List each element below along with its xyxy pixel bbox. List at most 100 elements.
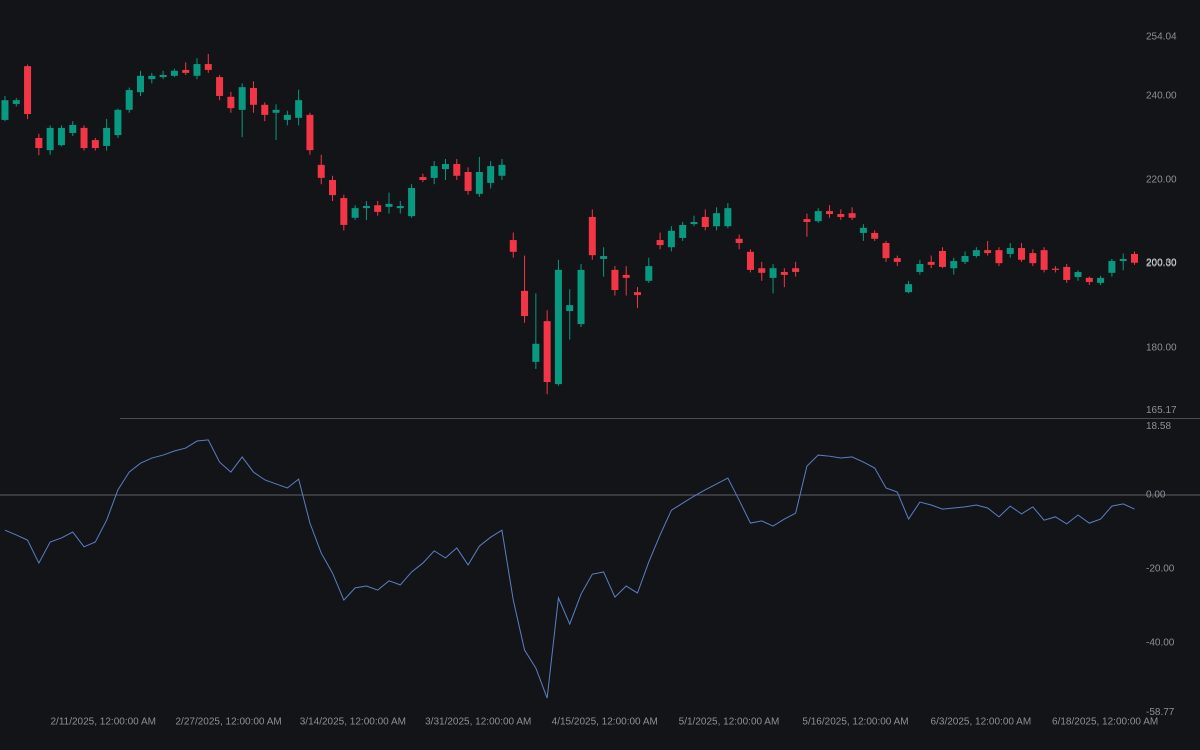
x-tick-label: 3/14/2025, 12:00:00 AM [300, 717, 406, 728]
candle-body [1119, 258, 1127, 262]
candle-body [814, 211, 822, 222]
x-tick-label: 6/3/2025, 12:00:00 AM [931, 717, 1032, 728]
candle-body [351, 208, 359, 218]
candle-body [724, 208, 732, 227]
candle-body [690, 221, 698, 225]
candle-body [634, 292, 641, 296]
candle-body [329, 179, 337, 196]
candle-body [600, 256, 608, 259]
candle-body [362, 206, 370, 209]
candle-body [532, 343, 540, 362]
candle-body [927, 261, 935, 265]
candle-body [826, 211, 834, 215]
candle-body [1108, 261, 1116, 273]
candle-body [114, 109, 122, 136]
candle-body [769, 268, 777, 278]
candle-body [667, 230, 675, 248]
candle-body [577, 269, 585, 325]
candle-body [396, 206, 404, 209]
candle-body [159, 74, 167, 78]
candle-body [80, 127, 88, 149]
y-tick-label: 165.17 [1146, 405, 1177, 416]
candle-body [306, 114, 314, 151]
candle-body [182, 69, 190, 73]
candle-body [679, 224, 687, 238]
candle-body [216, 77, 224, 96]
candle-body [430, 166, 438, 178]
candle-body [1063, 266, 1071, 280]
indicator-line [4, 439, 1135, 699]
candle-body [227, 96, 235, 109]
candle-body [1130, 253, 1138, 263]
candle-body [509, 240, 517, 252]
x-tick-label: 4/15/2025, 12:00:00 AM [552, 717, 658, 728]
candle-body [984, 250, 992, 254]
x-tick-label: 2/27/2025, 12:00:00 AM [176, 717, 282, 728]
candle-body [295, 100, 303, 118]
candle-body [566, 305, 574, 312]
candle-body [125, 90, 133, 110]
candle-body [193, 64, 201, 76]
candle-body [204, 64, 212, 70]
candle-body [1006, 248, 1014, 254]
candle-body [91, 140, 99, 149]
candle-body [803, 219, 811, 222]
candle-body [735, 238, 743, 243]
candle-body [1074, 271, 1082, 278]
candle-body [46, 127, 54, 151]
y-tick-label: 240.00 [1146, 91, 1177, 102]
candle-body [758, 268, 766, 273]
x-tick-label: 5/16/2025, 12:00:00 AM [802, 717, 908, 728]
y-tick-label: -40.00 [1146, 638, 1175, 649]
candle-body [249, 87, 257, 105]
candle-body [137, 75, 145, 93]
candle-body [1097, 277, 1105, 283]
candle-body [622, 274, 630, 278]
candle-body [588, 216, 596, 256]
candle-body [441, 164, 449, 170]
x-tick-label: 6/18/2025, 12:00:00 AM [1052, 717, 1158, 728]
candle-body [995, 250, 1003, 264]
candle-body [340, 198, 348, 225]
candle-body [419, 177, 427, 180]
y-tick-label: 220.00 [1146, 175, 1177, 186]
candle-body [103, 127, 111, 146]
candle-body [916, 263, 924, 272]
candle-body [656, 240, 664, 246]
candle-body [1040, 250, 1048, 270]
candle-body [464, 172, 472, 191]
candle-body [543, 321, 551, 383]
candle-body [1018, 248, 1026, 260]
candle-body [938, 250, 946, 267]
candle-body [272, 109, 280, 113]
candle-body [961, 256, 969, 262]
y-tick-label: -58.77 [1146, 707, 1175, 718]
candle-body [148, 75, 156, 80]
candle-body [713, 213, 721, 227]
candle-body [317, 164, 325, 178]
candle-body [498, 164, 506, 176]
candle-body [487, 166, 495, 183]
candle-body [871, 232, 879, 239]
candle-body [1051, 268, 1059, 270]
candle-body [882, 242, 890, 259]
x-tick-label: 5/1/2025, 12:00:00 AM [679, 717, 780, 728]
candle-body [905, 284, 913, 293]
candle-body [792, 268, 800, 272]
candle-body [57, 127, 65, 146]
candle-body [859, 227, 867, 233]
y-tick-label: 180.00 [1146, 343, 1177, 354]
candle-body [385, 203, 393, 207]
last-price-label: 200.30 [1146, 257, 1177, 268]
candle-body [837, 214, 845, 217]
candle-body [283, 114, 291, 120]
candle-body [611, 269, 619, 291]
x-tick-label: 3/31/2025, 12:00:00 AM [425, 717, 531, 728]
y-tick-label: 200.00 [1146, 259, 1177, 270]
candle-body [1085, 277, 1093, 283]
candle-body [972, 250, 980, 257]
candle-body [408, 187, 416, 217]
candle-body [893, 258, 901, 262]
candle-body [24, 66, 32, 115]
